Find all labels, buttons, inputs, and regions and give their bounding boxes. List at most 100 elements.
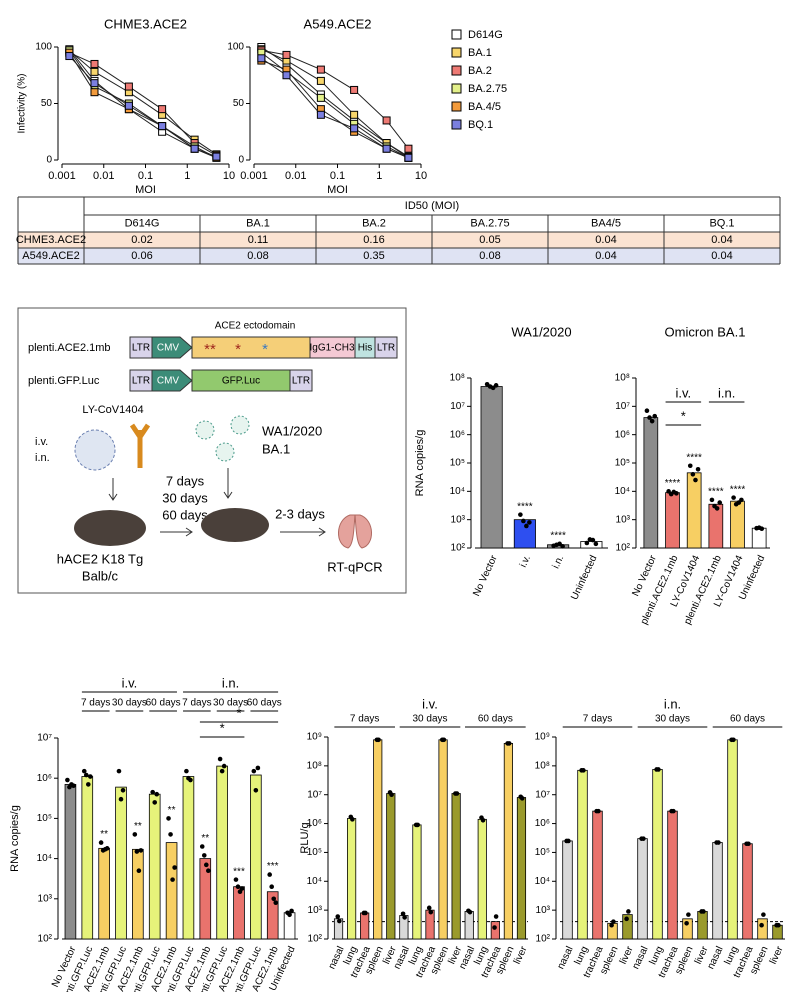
- point: [316, 93, 325, 102]
- x-tick-label: 10: [415, 170, 427, 182]
- y-tick-label: 100: [35, 42, 52, 53]
- x-axis-label: MOI: [327, 184, 348, 196]
- data-point: [521, 518, 526, 524]
- x-tick-label: liver: [512, 944, 530, 966]
- bracket-label: 30 days: [213, 698, 248, 709]
- bar: [347, 818, 357, 940]
- bracket-label: 60 days: [247, 698, 282, 709]
- bar: [667, 810, 678, 940]
- data-point: [686, 912, 691, 917]
- data-point: [684, 920, 689, 926]
- data-point: [693, 477, 698, 483]
- table-cell: 0.08: [247, 250, 268, 262]
- legend-swatch: [451, 83, 462, 94]
- ltr-box: [374, 336, 398, 359]
- data-point: [441, 737, 447, 743]
- ltr-label: LTR: [132, 343, 150, 354]
- legend-swatch: [451, 29, 462, 40]
- data-point: [652, 413, 658, 419]
- data-point: [746, 841, 751, 847]
- y-axis-label: RNA copies/g: [414, 430, 426, 497]
- bar: [81, 776, 94, 940]
- y-tick-label: 10⁶: [37, 773, 52, 784]
- y-tick-label: 10⁷: [37, 733, 52, 744]
- bar: [742, 843, 753, 940]
- y-tick-label: 10⁵: [535, 847, 550, 858]
- y-tick-label: 10⁵: [615, 458, 630, 469]
- y-tick-label: 10²: [536, 934, 551, 945]
- bar: [490, 921, 500, 940]
- data-point: [104, 846, 110, 851]
- point: [350, 110, 359, 119]
- data-point: [644, 408, 650, 414]
- y-tick-label: 10³: [616, 514, 631, 525]
- data-point: [273, 900, 279, 905]
- x-tick-label: 0.1: [138, 170, 153, 182]
- y-tick-label: 10⁸: [307, 760, 322, 771]
- point: [382, 144, 391, 153]
- y-axis-label: Infectivity (%): [17, 73, 28, 133]
- series-line: [261, 49, 409, 150]
- virus-label: BA.1: [262, 441, 290, 456]
- mutation-mark: *: [262, 341, 268, 358]
- data-point: [674, 491, 679, 496]
- data-point: [690, 471, 696, 477]
- data-point: [492, 925, 497, 930]
- y-tick-label: 10⁸: [450, 373, 465, 384]
- data-point: [138, 848, 144, 853]
- time-label: 30 days: [162, 490, 208, 505]
- igg-label: IgG1-CH3: [309, 343, 354, 354]
- data-point: [687, 463, 693, 469]
- data-point: [701, 909, 706, 914]
- gfp-label: GFP.Luc: [222, 376, 260, 387]
- data-point: [609, 922, 614, 928]
- table-cell: 0.06: [131, 250, 152, 262]
- bar: [438, 739, 448, 940]
- point: [158, 105, 167, 114]
- data-point: [253, 788, 259, 793]
- point: [90, 88, 99, 97]
- x-axis-label: MOI: [135, 184, 156, 196]
- data-point: [251, 768, 257, 774]
- bracket-label: i.n.: [222, 675, 239, 690]
- point: [90, 59, 99, 68]
- data-point: [656, 767, 661, 772]
- data-point: [350, 817, 355, 822]
- x-tick-label: liver: [768, 944, 786, 966]
- legend-label: BQ.1: [468, 119, 493, 131]
- interval-label: 2-3 days: [275, 506, 325, 521]
- data-point: [467, 909, 473, 915]
- table-header: ID50 (MOI): [405, 200, 459, 212]
- data-point: [188, 777, 193, 783]
- bar: [652, 769, 663, 940]
- y-tick-label: 10⁷: [307, 789, 322, 800]
- bar: [686, 472, 702, 549]
- ectodomain-label: ACE2 ectodomain: [215, 321, 296, 332]
- bracket-label: *: [220, 720, 225, 735]
- significance: ****: [686, 452, 702, 463]
- data-point: [337, 918, 342, 924]
- virus-icon: [230, 415, 250, 435]
- legend-swatch: [451, 101, 462, 112]
- route-label: i.n.: [35, 452, 50, 464]
- y-tick-label: 0: [238, 155, 244, 166]
- bar: [182, 776, 195, 940]
- data-point: [717, 500, 723, 505]
- data-point: [671, 808, 676, 814]
- y-tick-label: 10²: [616, 543, 631, 554]
- x-tick-label: 0.1: [330, 170, 345, 182]
- data-point: [116, 768, 122, 774]
- diagram: plenti.ACE2.1mb LTR CMV ACE2 ectodomain …: [17, 307, 407, 594]
- data-point: [134, 849, 140, 854]
- y-tick-label: 10⁴: [37, 853, 52, 864]
- chart-title: Omicron BA.1: [665, 324, 746, 339]
- data-point: [206, 868, 211, 874]
- virus-icon: [215, 442, 235, 462]
- x-tick-label: 1: [376, 170, 382, 182]
- point: [404, 144, 413, 153]
- data-point: [271, 896, 277, 902]
- y-tick-label: 10⁵: [450, 458, 465, 469]
- data-point: [759, 526, 765, 531]
- bar: [148, 793, 161, 940]
- bar: [682, 918, 693, 940]
